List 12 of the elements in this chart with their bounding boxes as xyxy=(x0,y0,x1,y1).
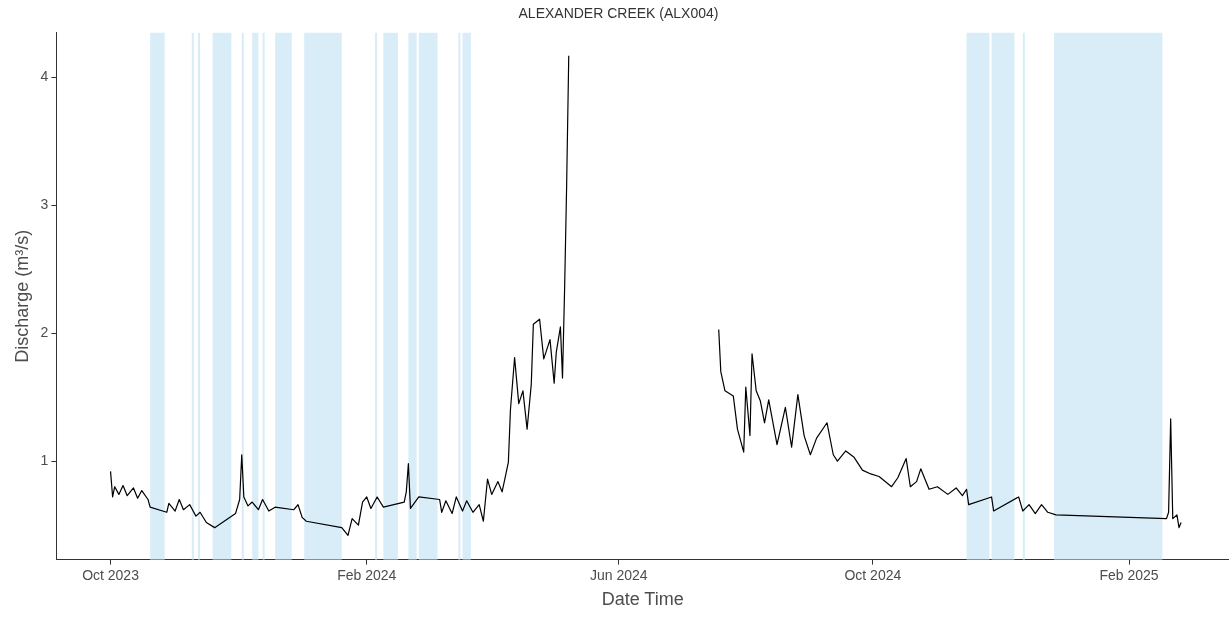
x-tick-label: Oct 2023 xyxy=(82,566,140,583)
y-tick-label: 4 xyxy=(40,68,49,85)
chart-title: ALEXANDER CREEK (ALX004) xyxy=(518,5,719,22)
x-axis-title: Date Time xyxy=(601,589,684,610)
y-axis-title: Discharge (m³/s) xyxy=(11,229,32,363)
y-tick-label: 3 xyxy=(40,196,49,213)
y-tick-label: 2 xyxy=(40,324,49,341)
x-tick-label: Feb 2025 xyxy=(1099,566,1159,583)
x-tick-label: Feb 2024 xyxy=(337,566,397,583)
x-tick-label: Jun 2024 xyxy=(589,566,648,583)
x-tick-label: Oct 2024 xyxy=(844,566,902,583)
y-tick-label: 1 xyxy=(40,452,49,468)
